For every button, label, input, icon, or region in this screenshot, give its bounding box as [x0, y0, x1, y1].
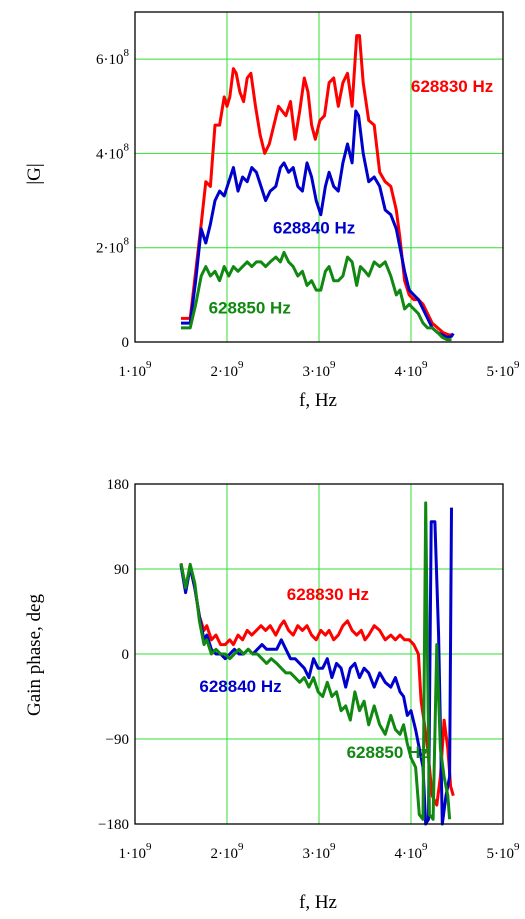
phase-chart: 1·109 2·109 3·109 4·109 5·109−180−9009018062… — [24, 477, 520, 913]
x-axis-label: f, Hz — [299, 390, 337, 411]
x-tick-label: 3·109 — [303, 841, 337, 862]
series-label: 628830 Hz — [411, 77, 493, 96]
y-tick-label-exponent: 8 — [124, 141, 130, 153]
y-tick-label: −180 — [98, 817, 129, 833]
series-label: 628840 Hz — [273, 219, 355, 238]
y-tick-label: −90 — [106, 732, 129, 748]
y-tick-label: 0 — [122, 647, 130, 663]
x-tick-label-exponent: 9 — [422, 359, 428, 371]
x-tick-label-exponent: 9 — [514, 359, 520, 371]
series-label: 628850 Hz — [209, 299, 291, 318]
x-tick-label-mantissa: 1·10 — [119, 364, 147, 380]
series-line-628830-hz — [181, 34, 454, 337]
x-tick-label: 5·109 — [487, 359, 521, 380]
y-tick-label: 6·108 — [96, 47, 130, 68]
series-line-628850-hz — [181, 250, 452, 342]
y-tick-label-mantissa: 2·10 — [96, 241, 124, 257]
y-tick-label-exponent: 8 — [124, 236, 130, 248]
x-tick-label: 4·109 — [395, 841, 429, 862]
magnitude-chart: 1·109 2·109 3·109 4·109 5·10902·1084·1086·10… — [24, 11, 521, 411]
series-label: 628830 Hz — [287, 585, 369, 604]
y-tick-label-mantissa: 4·10 — [96, 146, 124, 162]
x-tick-label-mantissa: 2·10 — [211, 846, 239, 862]
y-axis-label: Gain phase, deg — [24, 594, 45, 716]
x-axis-label: f, Hz — [299, 892, 337, 913]
y-tick-label: 4·108 — [96, 141, 130, 162]
x-tick-label-exponent: 9 — [146, 359, 152, 371]
y-tick-label: 0 — [122, 335, 130, 351]
series-label: 628850 Hz — [347, 743, 429, 762]
x-tick-label: 1·109 — [119, 359, 153, 380]
x-tick-label: 2·109 — [211, 841, 245, 862]
y-tick-label-exponent: 8 — [124, 47, 130, 59]
x-tick-label-exponent: 9 — [238, 359, 244, 371]
series-label: 628840 Hz — [199, 677, 281, 696]
y-tick-label-mantissa: 0 — [122, 335, 130, 351]
x-tick-label-mantissa: 1·10 — [119, 846, 147, 862]
x-tick-label-exponent: 9 — [422, 841, 428, 853]
x-tick-label-exponent: 9 — [514, 841, 520, 853]
x-tick-label-exponent: 9 — [330, 841, 336, 853]
x-tick-label: 3·109 — [303, 359, 337, 380]
x-tick-label-mantissa: 4·10 — [395, 846, 423, 862]
series-line-628840-hz — [181, 109, 455, 339]
x-tick-label-mantissa: 5·10 — [487, 846, 515, 862]
x-tick-label: 2·109 — [211, 359, 245, 380]
x-tick-label: 1·109 — [119, 841, 153, 862]
x-tick-label-exponent: 9 — [238, 841, 244, 853]
x-tick-label-mantissa: 3·10 — [303, 364, 331, 380]
y-tick-label: 90 — [114, 562, 129, 578]
y-tick-label-mantissa: −180 — [98, 817, 129, 833]
y-tick-label-mantissa: 6·10 — [96, 52, 124, 68]
y-tick-label-mantissa: −90 — [106, 732, 129, 748]
x-tick-label-mantissa: 2·10 — [211, 364, 239, 380]
x-tick-label: 5·109 — [487, 841, 521, 862]
series-line-628830-hz — [179, 563, 455, 807]
plot-frame — [134, 11, 504, 343]
series-line-628850-hz — [179, 501, 452, 821]
y-axis-label: |G| — [24, 163, 45, 184]
y-tick-label: 180 — [107, 477, 130, 493]
x-tick-label-mantissa: 5·10 — [487, 364, 515, 380]
x-tick-label-exponent: 9 — [146, 841, 152, 853]
y-tick-label-mantissa: 0 — [122, 647, 130, 663]
x-tick-label-mantissa: 4·10 — [395, 364, 423, 380]
y-tick-label: 2·108 — [96, 236, 130, 257]
plot-frame — [134, 483, 504, 825]
y-tick-label-mantissa: 90 — [114, 562, 129, 578]
x-tick-label-exponent: 9 — [330, 359, 336, 371]
x-tick-label: 4·109 — [395, 359, 429, 380]
x-tick-label-mantissa: 3·10 — [303, 846, 331, 862]
y-tick-label-mantissa: 180 — [107, 477, 130, 493]
